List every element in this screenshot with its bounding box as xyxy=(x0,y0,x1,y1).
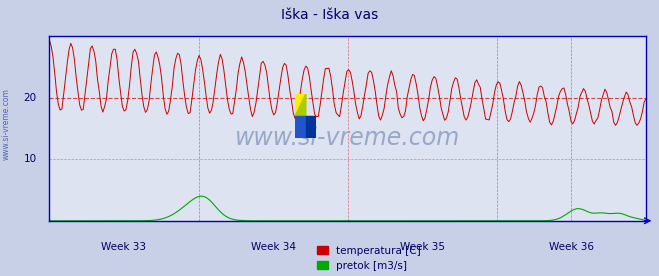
Text: 10: 10 xyxy=(24,154,37,164)
Text: Week 33: Week 33 xyxy=(101,242,146,252)
Text: www.si-vreme.com: www.si-vreme.com xyxy=(2,88,11,160)
Text: Week 36: Week 36 xyxy=(549,242,594,252)
Polygon shape xyxy=(306,116,316,138)
Text: 20: 20 xyxy=(24,92,37,102)
Text: Week 35: Week 35 xyxy=(399,242,445,252)
Legend: temperatura [C], pretok [m3/s]: temperatura [C], pretok [m3/s] xyxy=(317,246,421,271)
Polygon shape xyxy=(295,94,306,116)
Text: www.si-vreme.com: www.si-vreme.com xyxy=(235,126,460,150)
Polygon shape xyxy=(295,94,306,116)
Text: Iška - Iška vas: Iška - Iška vas xyxy=(281,8,378,22)
Polygon shape xyxy=(295,116,306,138)
Text: Week 34: Week 34 xyxy=(250,242,296,252)
